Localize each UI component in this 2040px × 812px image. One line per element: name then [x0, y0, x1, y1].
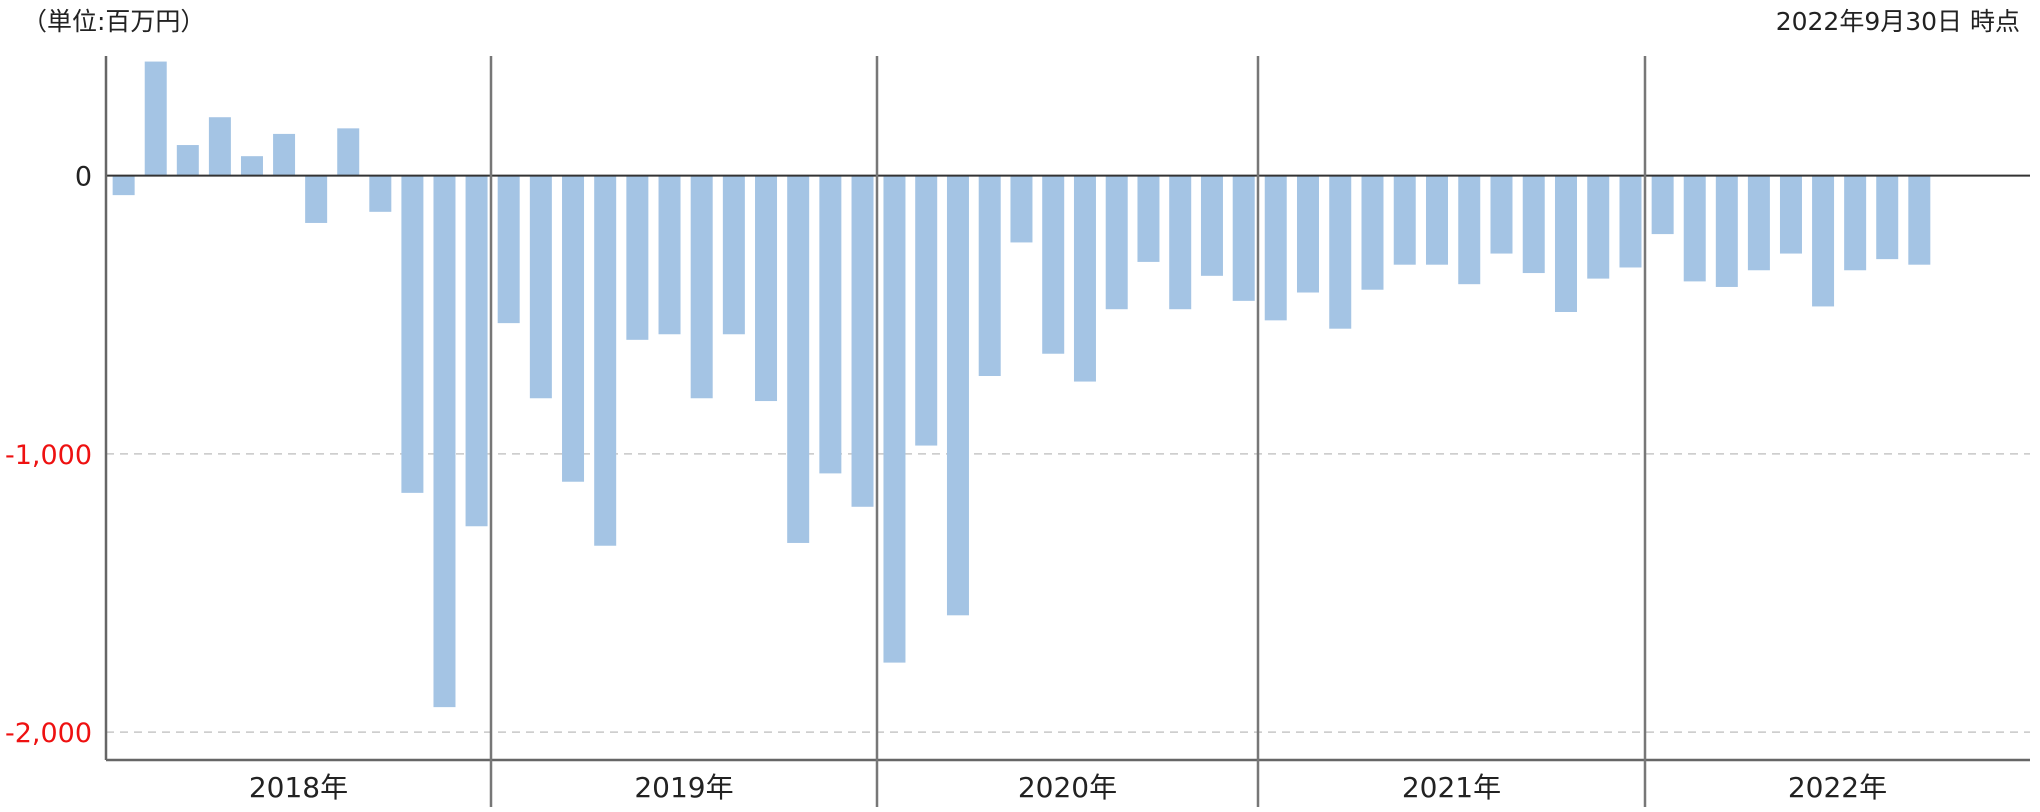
bar: [1844, 175, 1867, 271]
x-group-label: 2020年: [1018, 771, 1117, 804]
bar: [369, 175, 392, 212]
bar: [722, 175, 745, 335]
bar: [401, 175, 424, 493]
bar: [1425, 175, 1448, 265]
x-group-label: 2019年: [634, 771, 733, 804]
x-group-label: 2022年: [1788, 771, 1887, 804]
bar: [1715, 175, 1738, 287]
x-group-label: 2018年: [249, 771, 348, 804]
bar: [337, 128, 360, 176]
as-of-date: 2022年9月30日 時点: [1775, 7, 2020, 36]
y-tick-label: -1,000: [5, 440, 92, 471]
bar: [1683, 175, 1706, 282]
bar: [1200, 175, 1223, 276]
bar: [1619, 175, 1642, 268]
bar: [1779, 175, 1802, 254]
bar: [529, 175, 552, 399]
bar: [273, 133, 296, 176]
bar: [1169, 175, 1192, 310]
bar: [1876, 175, 1899, 260]
bar: [1329, 175, 1352, 329]
bar: [1073, 175, 1096, 382]
bar: [626, 175, 649, 340]
bar: [176, 145, 199, 176]
bar: [1908, 175, 1931, 265]
bar: [883, 175, 906, 663]
bar: [658, 175, 681, 335]
bar: [1490, 175, 1513, 254]
bar: [1393, 175, 1416, 265]
bar: [851, 175, 874, 507]
bar: [1587, 175, 1610, 279]
bar: [465, 175, 488, 527]
bar: [305, 175, 328, 223]
bar: [1137, 175, 1160, 262]
bar: [1010, 175, 1033, 243]
y-tick-label: 0: [75, 162, 92, 193]
bar: [787, 175, 810, 543]
bar: [978, 175, 1001, 376]
bar: [1361, 175, 1384, 290]
bar: [1264, 175, 1287, 321]
bar: [1554, 175, 1577, 312]
bar: [497, 175, 520, 324]
bar: [562, 175, 585, 482]
bar: [1747, 175, 1770, 271]
bar: [1522, 175, 1545, 274]
bar: [755, 175, 778, 402]
bar: [240, 156, 263, 176]
bar: [915, 175, 938, 446]
x-group-label: 2021年: [1402, 771, 1501, 804]
unit-label: （単位:百万円）: [22, 7, 206, 36]
y-tick-label: -2,000: [5, 718, 92, 749]
bar: [1812, 175, 1835, 307]
bar: [1458, 175, 1481, 285]
bar: [144, 61, 167, 176]
bar: [690, 175, 713, 399]
bar: [594, 175, 617, 546]
bar: [1105, 175, 1128, 310]
bar: [1232, 175, 1255, 301]
bar: [433, 175, 456, 708]
bar: [1296, 175, 1319, 293]
bar: [946, 175, 969, 616]
bar: [112, 175, 135, 196]
bar: [208, 117, 231, 176]
bar: [819, 175, 842, 474]
bar: [1651, 175, 1674, 235]
bar: [1042, 175, 1065, 354]
